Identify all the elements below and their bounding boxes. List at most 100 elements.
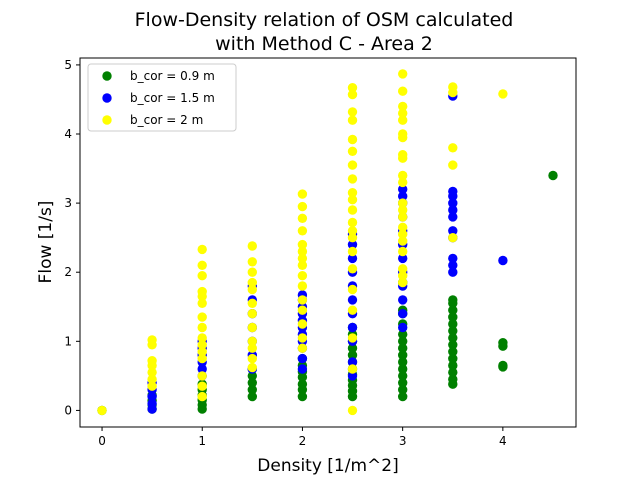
data-point xyxy=(247,257,257,267)
data-point xyxy=(498,338,508,348)
x-tick-label: 2 xyxy=(299,434,307,448)
data-point xyxy=(197,322,207,333)
legend-marker-2m xyxy=(102,115,112,125)
data-point xyxy=(197,391,207,402)
data-point xyxy=(347,322,358,333)
x-axis-ticks: 0 1 2 3 4 xyxy=(98,427,507,448)
data-point xyxy=(247,267,257,277)
data-point xyxy=(347,146,358,156)
data-point xyxy=(398,385,408,395)
data-point xyxy=(398,205,408,215)
y-axis-label: Flow [1/s] xyxy=(36,201,56,284)
data-point xyxy=(347,205,358,215)
data-point xyxy=(347,371,358,381)
data-point xyxy=(297,201,308,212)
data-point xyxy=(297,333,308,343)
data-point xyxy=(297,305,308,315)
legend-box xyxy=(87,63,237,132)
data-point xyxy=(147,391,157,402)
data-point xyxy=(398,253,408,264)
data-point xyxy=(448,253,458,264)
legend-marker-1-5m xyxy=(102,93,112,103)
data-point xyxy=(247,309,257,319)
data-point xyxy=(297,295,308,305)
data-point xyxy=(398,212,408,222)
data-point xyxy=(398,108,408,119)
data-point xyxy=(147,335,157,345)
data-point xyxy=(398,295,408,305)
data-point xyxy=(197,298,207,308)
data-point xyxy=(448,143,458,153)
data-point xyxy=(347,174,358,184)
data-point xyxy=(398,170,408,181)
data-point xyxy=(448,333,458,343)
data-point xyxy=(398,101,408,112)
data-point xyxy=(97,405,107,416)
data-point xyxy=(347,226,358,236)
data-point xyxy=(297,189,308,199)
data-point xyxy=(297,253,308,264)
data-point xyxy=(347,233,358,243)
data-point xyxy=(398,364,408,374)
data-point xyxy=(297,391,308,402)
data-point xyxy=(347,357,358,367)
data-point xyxy=(448,212,458,222)
plot-frame xyxy=(79,57,577,428)
data-point xyxy=(247,362,257,373)
data-point xyxy=(448,340,458,350)
data-point xyxy=(347,89,358,100)
data-point xyxy=(247,322,257,333)
data-point xyxy=(197,271,207,281)
data-point xyxy=(498,255,508,266)
data-point xyxy=(147,374,157,384)
data-point xyxy=(197,381,207,391)
data-point xyxy=(297,364,308,374)
x-axis-label: Density [1/m^2] xyxy=(257,456,398,476)
data-point xyxy=(297,226,308,236)
data-point xyxy=(297,281,308,291)
data-point xyxy=(147,367,157,378)
data-point xyxy=(197,364,207,374)
data-point xyxy=(448,360,458,371)
data-point xyxy=(347,107,358,117)
data-point xyxy=(197,260,207,270)
data-point xyxy=(197,371,207,381)
data-point xyxy=(297,353,308,364)
data-point xyxy=(247,385,257,395)
y-tick-label: 5 xyxy=(64,58,72,72)
data-point xyxy=(398,246,408,257)
data-point xyxy=(347,405,358,416)
data-point xyxy=(297,213,308,223)
data-point xyxy=(548,170,558,181)
data-point xyxy=(247,298,257,308)
data-point xyxy=(247,371,257,381)
data-point xyxy=(448,198,458,208)
data-point xyxy=(347,284,358,295)
data-point xyxy=(297,343,308,353)
data-point xyxy=(347,264,358,274)
data-point xyxy=(398,69,408,79)
y-tick-label: 3 xyxy=(64,196,72,210)
legend-label-1-5m: b_cor = 1.5 m xyxy=(130,91,215,105)
data-point xyxy=(398,378,408,388)
y-axis-ticks: 0 1 2 3 4 5 xyxy=(64,58,80,417)
data-point xyxy=(398,371,408,381)
data-point xyxy=(398,229,408,239)
data-point xyxy=(448,374,458,384)
data-point xyxy=(347,134,358,145)
data-point xyxy=(398,264,408,274)
data-point xyxy=(297,260,308,270)
data-point xyxy=(347,246,358,257)
data-point xyxy=(247,277,257,288)
data-point xyxy=(147,356,157,366)
legend-label-2m: b_cor = 2 m xyxy=(130,113,203,127)
data-point xyxy=(347,239,358,250)
data-point xyxy=(448,267,458,277)
data-point xyxy=(197,347,207,357)
data-point xyxy=(197,312,207,322)
data-point xyxy=(398,191,408,201)
data-point xyxy=(398,277,408,288)
data-point xyxy=(448,312,458,322)
data-point xyxy=(197,340,207,350)
